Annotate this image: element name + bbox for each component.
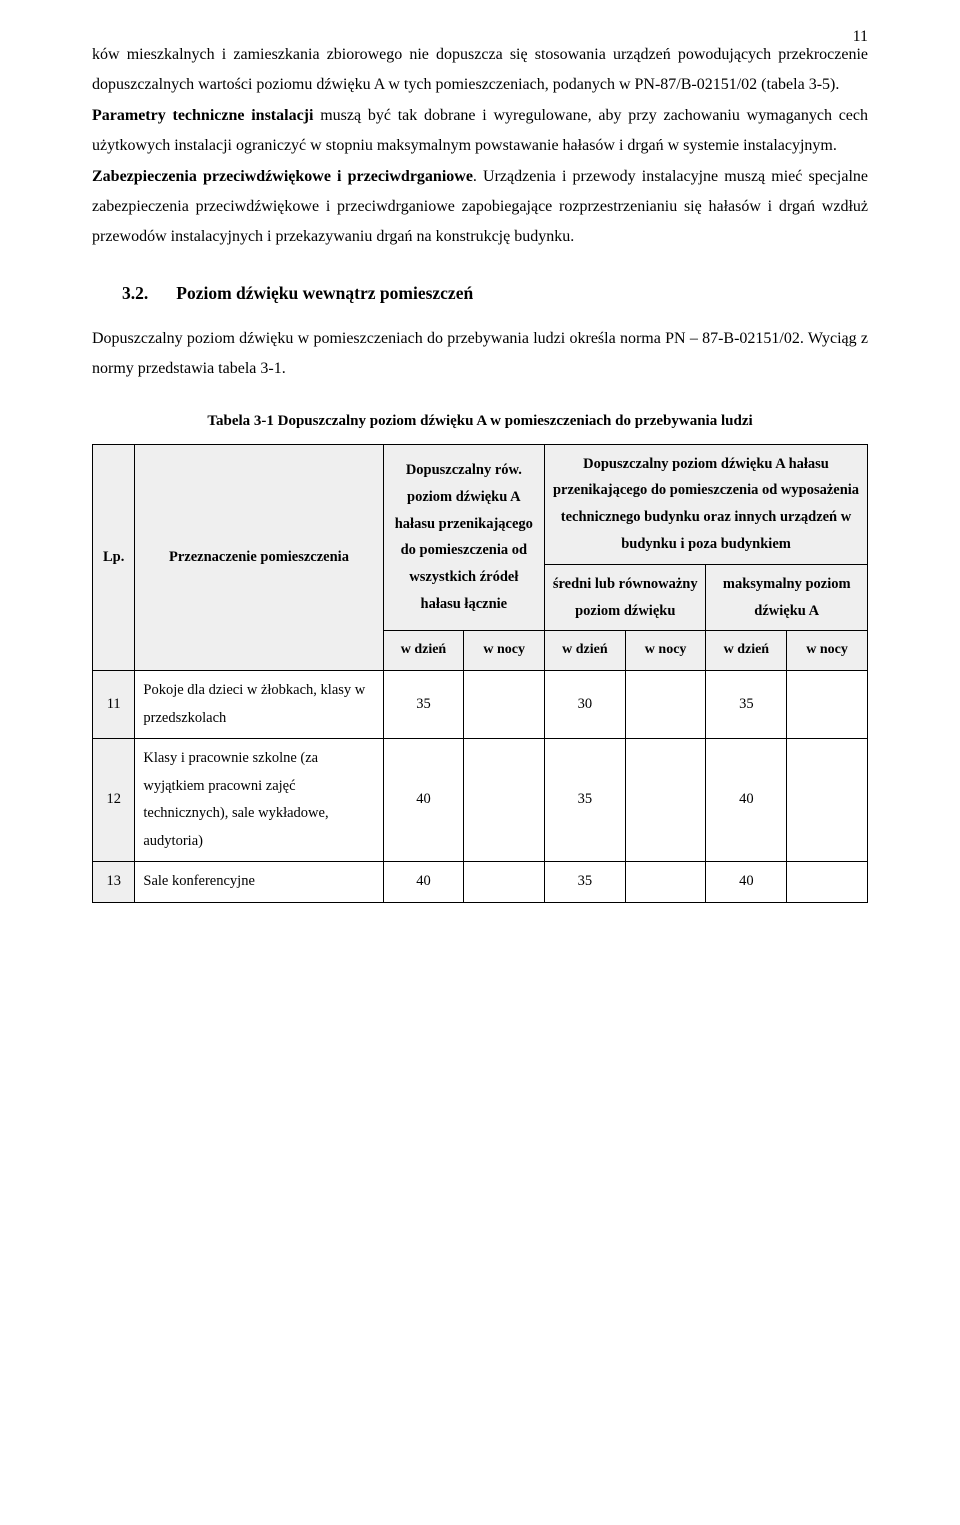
cell-v	[464, 670, 545, 738]
section-heading: 3.2. Poziom dźwięku wewnątrz pomieszczeń	[92, 283, 868, 304]
table: Lp. Przeznaczenie pomieszczenia Dopuszcz…	[92, 444, 868, 903]
cell-v	[464, 862, 545, 903]
table-head: Lp. Przeznaczenie pomieszczenia Dopuszcz…	[93, 444, 868, 670]
paragraph-3: Zabezpieczenia przeciwdźwiękowe i przeci…	[92, 162, 868, 253]
table-caption: Tabela 3-1 Dopuszczalny poziom dźwięku A…	[92, 413, 868, 430]
heading-text: Poziom dźwięku wewnątrz pomieszczeń	[176, 283, 473, 304]
cell-v: 35	[383, 670, 464, 738]
cell-v: 30	[545, 670, 626, 738]
th-col4-sub: średni lub równoważny poziom dźwięku	[545, 564, 706, 631]
cell-v	[625, 739, 706, 862]
th-col45-top: Dopuszczalny poziom dźwięku A hałasu prz…	[545, 444, 868, 564]
cell-lp: 12	[93, 739, 135, 862]
cell-v: 40	[383, 739, 464, 862]
page: 11 ków mieszkalnych i zamieszkania zbior…	[0, 0, 960, 1525]
cell-v	[787, 670, 868, 738]
th-night-2: w nocy	[625, 631, 706, 671]
th-col3: Dopuszczalny rów. poziom dźwięku A hałas…	[383, 444, 544, 631]
cell-v: 35	[545, 862, 626, 903]
cell-desc: Klasy i pracownie szkolne (za wyjątkiem …	[135, 739, 383, 862]
th-day-2: w dzień	[545, 631, 626, 671]
th-day-3: w dzień	[706, 631, 787, 671]
cell-v	[787, 739, 868, 862]
th-col5-sub: maksymalny poziom dźwięku A	[706, 564, 868, 631]
table-row: 13 Sale konferencyjne 40 35 40	[93, 862, 868, 903]
p3-bold: Zabezpieczenia przeciwdźwiękowe i przeci…	[92, 168, 473, 185]
cell-lp: 13	[93, 862, 135, 903]
th-desc: Przeznaczenie pomieszczenia	[135, 444, 383, 670]
cell-v: 40	[383, 862, 464, 903]
cell-lp: 11	[93, 670, 135, 738]
paragraph-4: Dopuszczalny poziom dźwięku w pomieszcze…	[92, 324, 868, 385]
page-number: 11	[853, 28, 868, 46]
cell-v	[625, 862, 706, 903]
cell-desc: Sale konferencyjne	[135, 862, 383, 903]
th-day-1: w dzień	[383, 631, 464, 671]
table-row: 11 Pokoje dla dzieci w żłobkach, klasy w…	[93, 670, 868, 738]
cell-v: 40	[706, 739, 787, 862]
heading-number: 3.2.	[122, 283, 148, 304]
th-night-1: w nocy	[464, 631, 545, 671]
cell-desc: Pokoje dla dzieci w żłobkach, klasy w pr…	[135, 670, 383, 738]
p2-bold: Parametry techniczne instalacji	[92, 107, 313, 124]
cell-v	[625, 670, 706, 738]
cell-v: 35	[706, 670, 787, 738]
th-night-3: w nocy	[787, 631, 868, 671]
paragraph-2: Parametry techniczne instalacji muszą by…	[92, 101, 868, 162]
th-lp: Lp.	[93, 444, 135, 670]
cell-v: 35	[545, 739, 626, 862]
paragraph-1: ków mieszkalnych i zamieszkania zbiorowe…	[92, 40, 868, 101]
cell-v	[464, 739, 545, 862]
table-row: 12 Klasy i pracownie szkolne (za wyjątki…	[93, 739, 868, 862]
cell-v	[787, 862, 868, 903]
table-body: 11 Pokoje dla dzieci w żłobkach, klasy w…	[93, 670, 868, 902]
cell-v: 40	[706, 862, 787, 903]
